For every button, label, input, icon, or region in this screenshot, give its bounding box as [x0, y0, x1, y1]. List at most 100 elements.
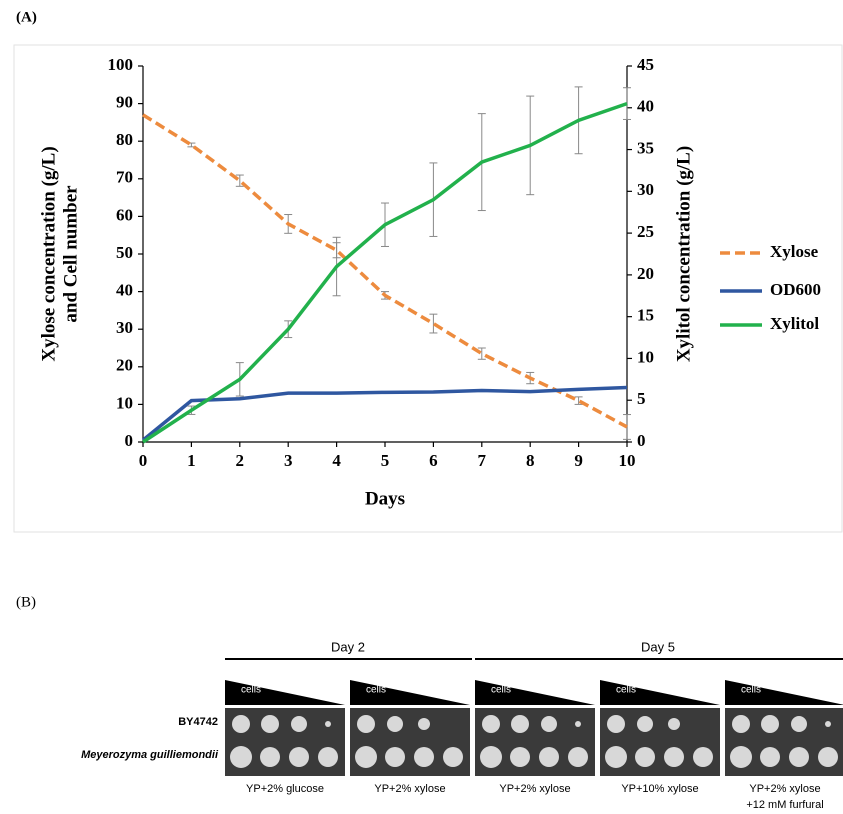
y2-tick-label: 10 [637, 347, 654, 366]
x-tick-label: 1 [187, 451, 196, 470]
colony-spot [414, 747, 434, 767]
colony-spot [318, 747, 338, 767]
error-bar [623, 414, 631, 440]
condition-label: YP+2% xylose [499, 783, 570, 795]
colony-spot [637, 716, 653, 732]
x-tick-label: 2 [236, 451, 245, 470]
y2-tick-label: 40 [637, 97, 654, 116]
x-axis-label: Days [365, 488, 405, 509]
x-tick-label: 6 [429, 451, 438, 470]
condition-label: YP+2% glucose [246, 783, 324, 795]
y-tick-label: 70 [116, 168, 133, 187]
y-tick-label: 0 [125, 431, 134, 450]
y2-tick-label: 35 [637, 138, 654, 157]
group-label: Day 5 [641, 639, 675, 654]
wedge-label: cells [741, 685, 761, 696]
condition-label: +12 mM furfural [746, 799, 823, 811]
colony-spot [261, 715, 279, 733]
colony-spot [760, 747, 780, 767]
legend-label: Xylitol [770, 314, 819, 333]
error-bar [429, 313, 438, 334]
colony-spot [385, 747, 405, 767]
colony-spot [607, 715, 625, 733]
wedge [350, 680, 470, 705]
y2-tick-label: 30 [637, 180, 654, 199]
colony-spot [443, 747, 463, 767]
x-tick-label: 4 [332, 451, 341, 470]
y-tick-label: 80 [116, 130, 133, 149]
y-tick-label: 100 [108, 55, 134, 74]
legend-label: OD600 [770, 280, 821, 299]
y-tick-label: 90 [116, 93, 133, 112]
colony-spot [230, 746, 252, 768]
series-line [142, 113, 628, 429]
x-tick-label: 3 [284, 451, 293, 470]
condition-label: YP+2% xylose [749, 783, 820, 795]
y-axis-label: and Cell number [60, 185, 81, 323]
wedge [225, 680, 345, 705]
y2-tick-label: 25 [637, 222, 654, 241]
colony-spot [732, 715, 750, 733]
strain-label: Meyerozyma guilliemondii [81, 749, 219, 761]
colony-spot [325, 721, 331, 727]
colony-spot [761, 715, 779, 733]
colony-spot [418, 718, 430, 730]
colony-spot [539, 747, 559, 767]
series-line [142, 101, 628, 444]
colony-spot [289, 747, 309, 767]
y-axis-label: Xylose concentration (g/L) [38, 146, 59, 361]
y2-tick-label: 45 [637, 55, 654, 74]
wedge-label: cells [491, 685, 511, 696]
series-line [141, 385, 628, 442]
error-bar [477, 347, 486, 360]
x-tick-label: 8 [526, 451, 535, 470]
error-bar [574, 396, 583, 405]
colony-spot [482, 715, 500, 733]
colony-spot [791, 716, 807, 732]
wedge-label: cells [241, 685, 261, 696]
y2-tick-label: 5 [637, 389, 646, 408]
colony-spot [510, 747, 530, 767]
wedge-label: cells [616, 685, 636, 696]
colony-spot [260, 747, 280, 767]
wedge [725, 680, 843, 705]
colony-spot [355, 746, 377, 768]
x-tick-label: 7 [478, 451, 487, 470]
x-tick-label: 0 [139, 451, 148, 470]
strain-label: BY4742 [178, 716, 218, 728]
panel-a-frame [13, 44, 843, 533]
colony-spot [568, 747, 588, 767]
y2-tick-label: 20 [637, 264, 654, 283]
colony-spot [664, 747, 684, 767]
colony-spot [232, 715, 250, 733]
colony-spot [575, 721, 581, 727]
colony-spot [357, 715, 375, 733]
group-label: Day 2 [331, 639, 365, 654]
colony-spot [511, 715, 529, 733]
colony-spot [789, 747, 809, 767]
colony-spot [291, 716, 307, 732]
error-bar [235, 174, 244, 187]
y-tick-label: 20 [116, 356, 133, 375]
panel-label: (B) [16, 594, 36, 610]
wedge-label: cells [366, 685, 386, 696]
colony-spot [635, 747, 655, 767]
x-tick-label: 9 [574, 451, 583, 470]
y-tick-label: 50 [116, 243, 133, 262]
condition-label: YP+10% xylose [621, 783, 698, 795]
legend-label: Xylose [770, 242, 819, 261]
colony-spot [480, 746, 502, 768]
colony-spot [387, 716, 403, 732]
panel-label: (A) [16, 9, 37, 25]
colony-spot [825, 721, 831, 727]
colony-spot [541, 716, 557, 732]
y2-axis-label: Xylitol concentration (g/L) [673, 146, 694, 362]
y-tick-label: 10 [116, 393, 133, 412]
colony-spot [668, 718, 680, 730]
y-tick-label: 30 [116, 318, 133, 337]
x-tick-label: 5 [381, 451, 390, 470]
y-tick-label: 40 [116, 281, 133, 300]
condition-label: YP+2% xylose [374, 783, 445, 795]
x-tick-label: 10 [619, 451, 636, 470]
